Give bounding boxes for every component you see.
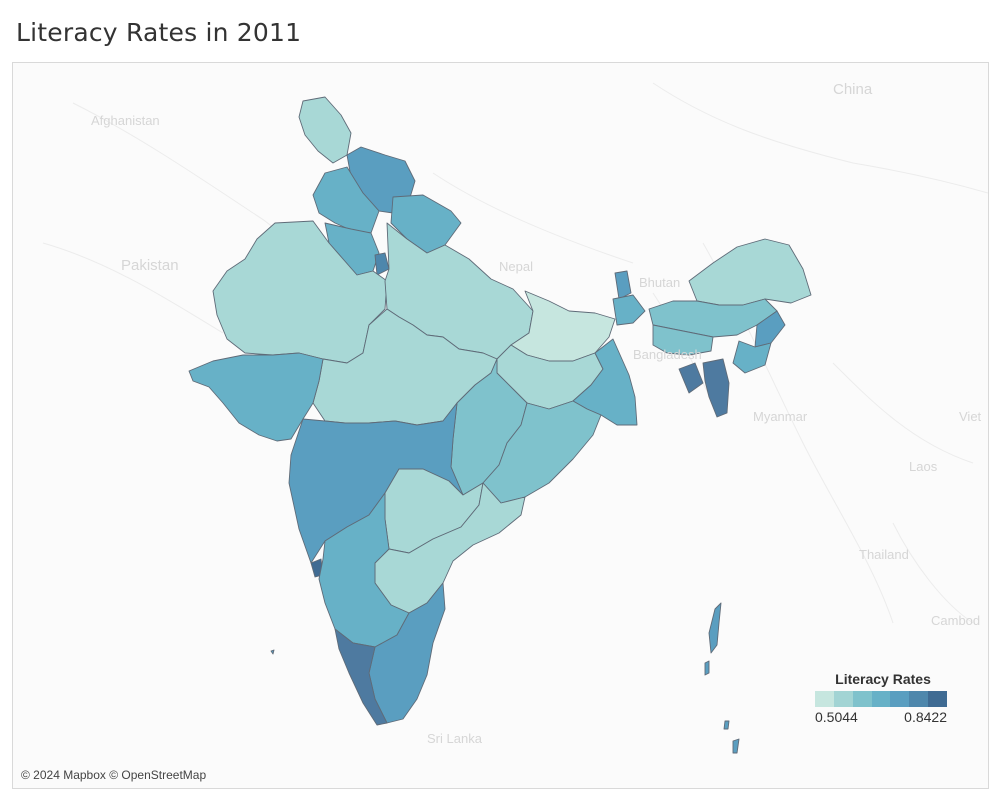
basemap-label-viet: Viet xyxy=(959,409,982,424)
legend-swatch-2 xyxy=(852,691,872,707)
map-canvas[interactable] xyxy=(13,63,988,788)
state-north-bengal xyxy=(612,294,646,326)
state-west-bengal xyxy=(572,338,638,426)
legend-max-value: 0.8422 xyxy=(904,709,947,725)
basemap-label-cambodia: Cambod xyxy=(931,613,981,628)
page-title: Literacy Rates in 2011 xyxy=(16,18,302,47)
legend-swatch-6 xyxy=(928,691,948,707)
state-meghalaya xyxy=(652,324,714,356)
state-odisha xyxy=(482,400,602,504)
basemap-label-afghanistan: Afghanistan xyxy=(91,113,160,128)
state-nicobar xyxy=(732,738,740,754)
state-lakshadweep xyxy=(270,649,275,655)
basemap-label-china: China xyxy=(833,81,873,98)
state-mizoram xyxy=(702,358,730,418)
state-regions[interactable] xyxy=(188,96,812,754)
legend-swatch-1 xyxy=(833,691,853,707)
state-kerala xyxy=(334,628,388,726)
basemap-label-myanmar: Myanmar xyxy=(753,409,808,424)
state-nicobar-2 xyxy=(723,720,730,730)
legend-swatch-3 xyxy=(871,691,891,707)
basemap-label-nepal: Nepal xyxy=(499,259,533,274)
map-legend: Literacy Rates 0.5044 0.8422 xyxy=(815,671,951,725)
basemap-label-sri-lanka: Sri Lanka xyxy=(427,731,482,746)
legend-color-ramp xyxy=(815,691,948,707)
legend-swatch-4 xyxy=(890,691,910,707)
basemap-label-pakistan: Pakistan xyxy=(121,257,179,274)
state-delhi xyxy=(374,252,390,276)
basemap-label-thailand: Thailand xyxy=(859,547,909,562)
basemap-label-bangladesh: Bangladesh xyxy=(633,347,702,362)
state-arunachal xyxy=(688,238,812,306)
state-nagaland xyxy=(754,310,786,348)
state-sikkim xyxy=(614,270,632,300)
legend-title: Literacy Rates xyxy=(835,671,931,687)
state-tripura xyxy=(678,362,704,394)
state-andaman xyxy=(708,602,722,654)
map-attribution[interactable]: © 2024 Mapbox © OpenStreetMap xyxy=(21,768,207,782)
legend-swatch-5 xyxy=(909,691,929,707)
map-viewport[interactable]: China Afghanistan Pakistan Nepal Bhutan … xyxy=(12,62,989,789)
state-ladakh xyxy=(298,96,352,164)
legend-swatch-0 xyxy=(815,691,834,707)
basemap-label-bhutan: Bhutan xyxy=(639,275,681,290)
state-karnataka xyxy=(318,492,410,648)
basemap-label-laos: Laos xyxy=(909,459,938,474)
state-andaman-2 xyxy=(704,660,710,676)
state-manipur xyxy=(732,340,772,374)
legend-min-value: 0.5044 xyxy=(815,709,858,725)
